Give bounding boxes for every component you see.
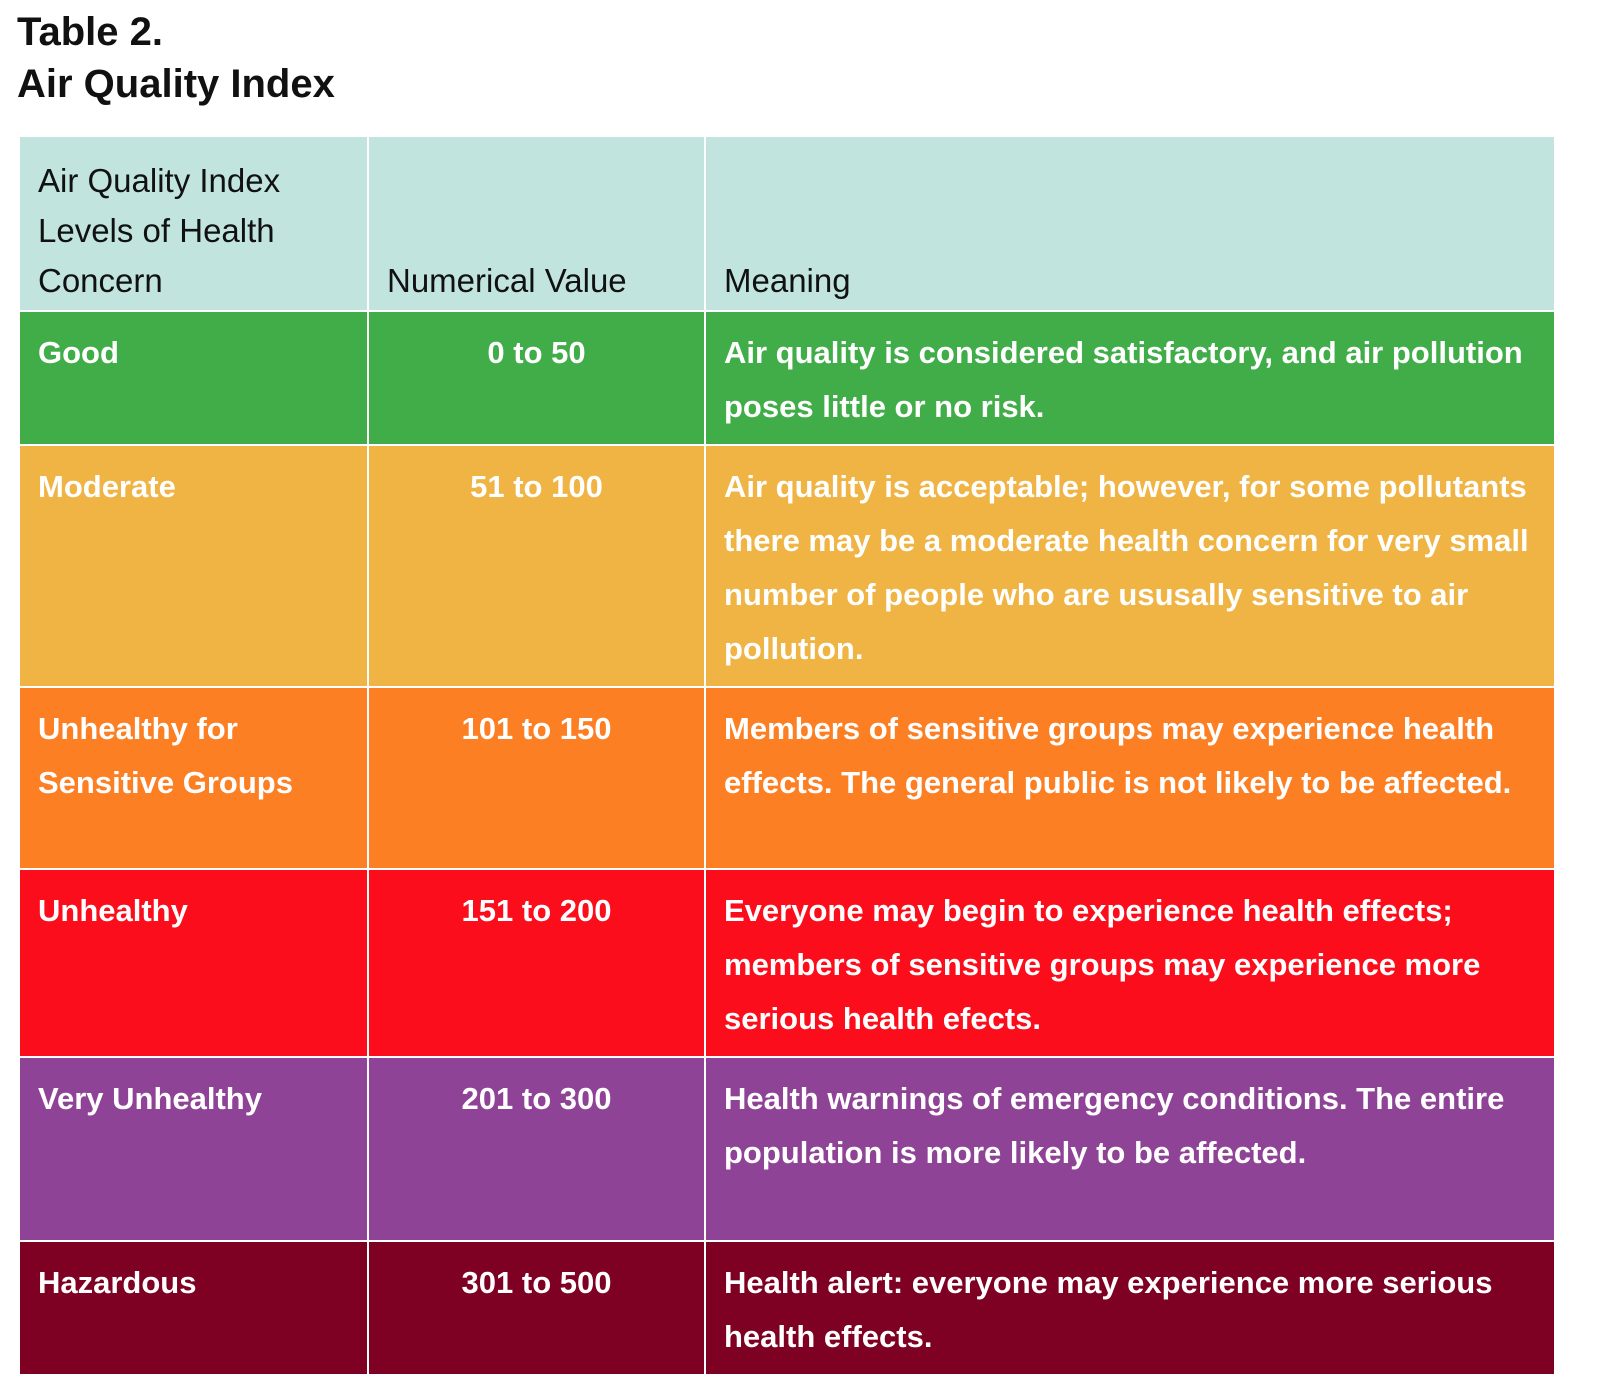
table-row: Hazardous 301 to 500 Health alert: every… [18, 1240, 1556, 1376]
range-cell: 201 to 300 [367, 1056, 706, 1242]
range-cell: 101 to 150 [367, 686, 706, 870]
header-level: Air Quality Index Levels of Health Conce… [18, 135, 369, 312]
meaning-cell: Air quality is acceptable; however, for … [704, 444, 1556, 688]
level-cell: Good [18, 310, 369, 446]
table-row: Moderate 51 to 100 Air quality is accept… [18, 444, 1556, 688]
table-number: Table 2. [17, 10, 163, 54]
level-cell: Very Unhealthy [18, 1056, 369, 1242]
range-cell: 51 to 100 [367, 444, 706, 688]
meaning-cell: Health alert: everyone may experience mo… [704, 1240, 1556, 1376]
meaning-cell: Health warnings of emergency conditions.… [704, 1056, 1556, 1242]
level-cell: Moderate [18, 444, 369, 688]
range-cell: 151 to 200 [367, 868, 706, 1058]
range-cell: 301 to 500 [367, 1240, 706, 1376]
header-meaning: Meaning [704, 135, 1556, 312]
level-cell: Unhealthy [18, 868, 369, 1058]
aqi-table: Air Quality Index Levels of Health Conce… [18, 135, 1556, 1376]
header-numerical-value: Numerical Value [367, 135, 706, 312]
level-cell: Hazardous [18, 1240, 369, 1376]
table-row: Unhealthy 151 to 200 Everyone may begin … [18, 868, 1556, 1058]
table-row: Good 0 to 50 Air quality is considered s… [18, 310, 1556, 446]
meaning-cell: Everyone may begin to experience health … [704, 868, 1556, 1058]
range-cell: 0 to 50 [367, 310, 706, 446]
table-row: Very Unhealthy 201 to 300 Health warning… [18, 1056, 1556, 1242]
header-row: Air Quality Index Levels of Health Conce… [18, 135, 1556, 312]
meaning-cell: Members of sensitive groups may experien… [704, 686, 1556, 870]
table-title: Air Quality Index [17, 62, 335, 106]
meaning-cell: Air quality is considered satisfactory, … [704, 310, 1556, 446]
level-cell: Unhealthy for Sensitive Groups [18, 686, 369, 870]
table-row: Unhealthy for Sensitive Groups 101 to 15… [18, 686, 1556, 870]
